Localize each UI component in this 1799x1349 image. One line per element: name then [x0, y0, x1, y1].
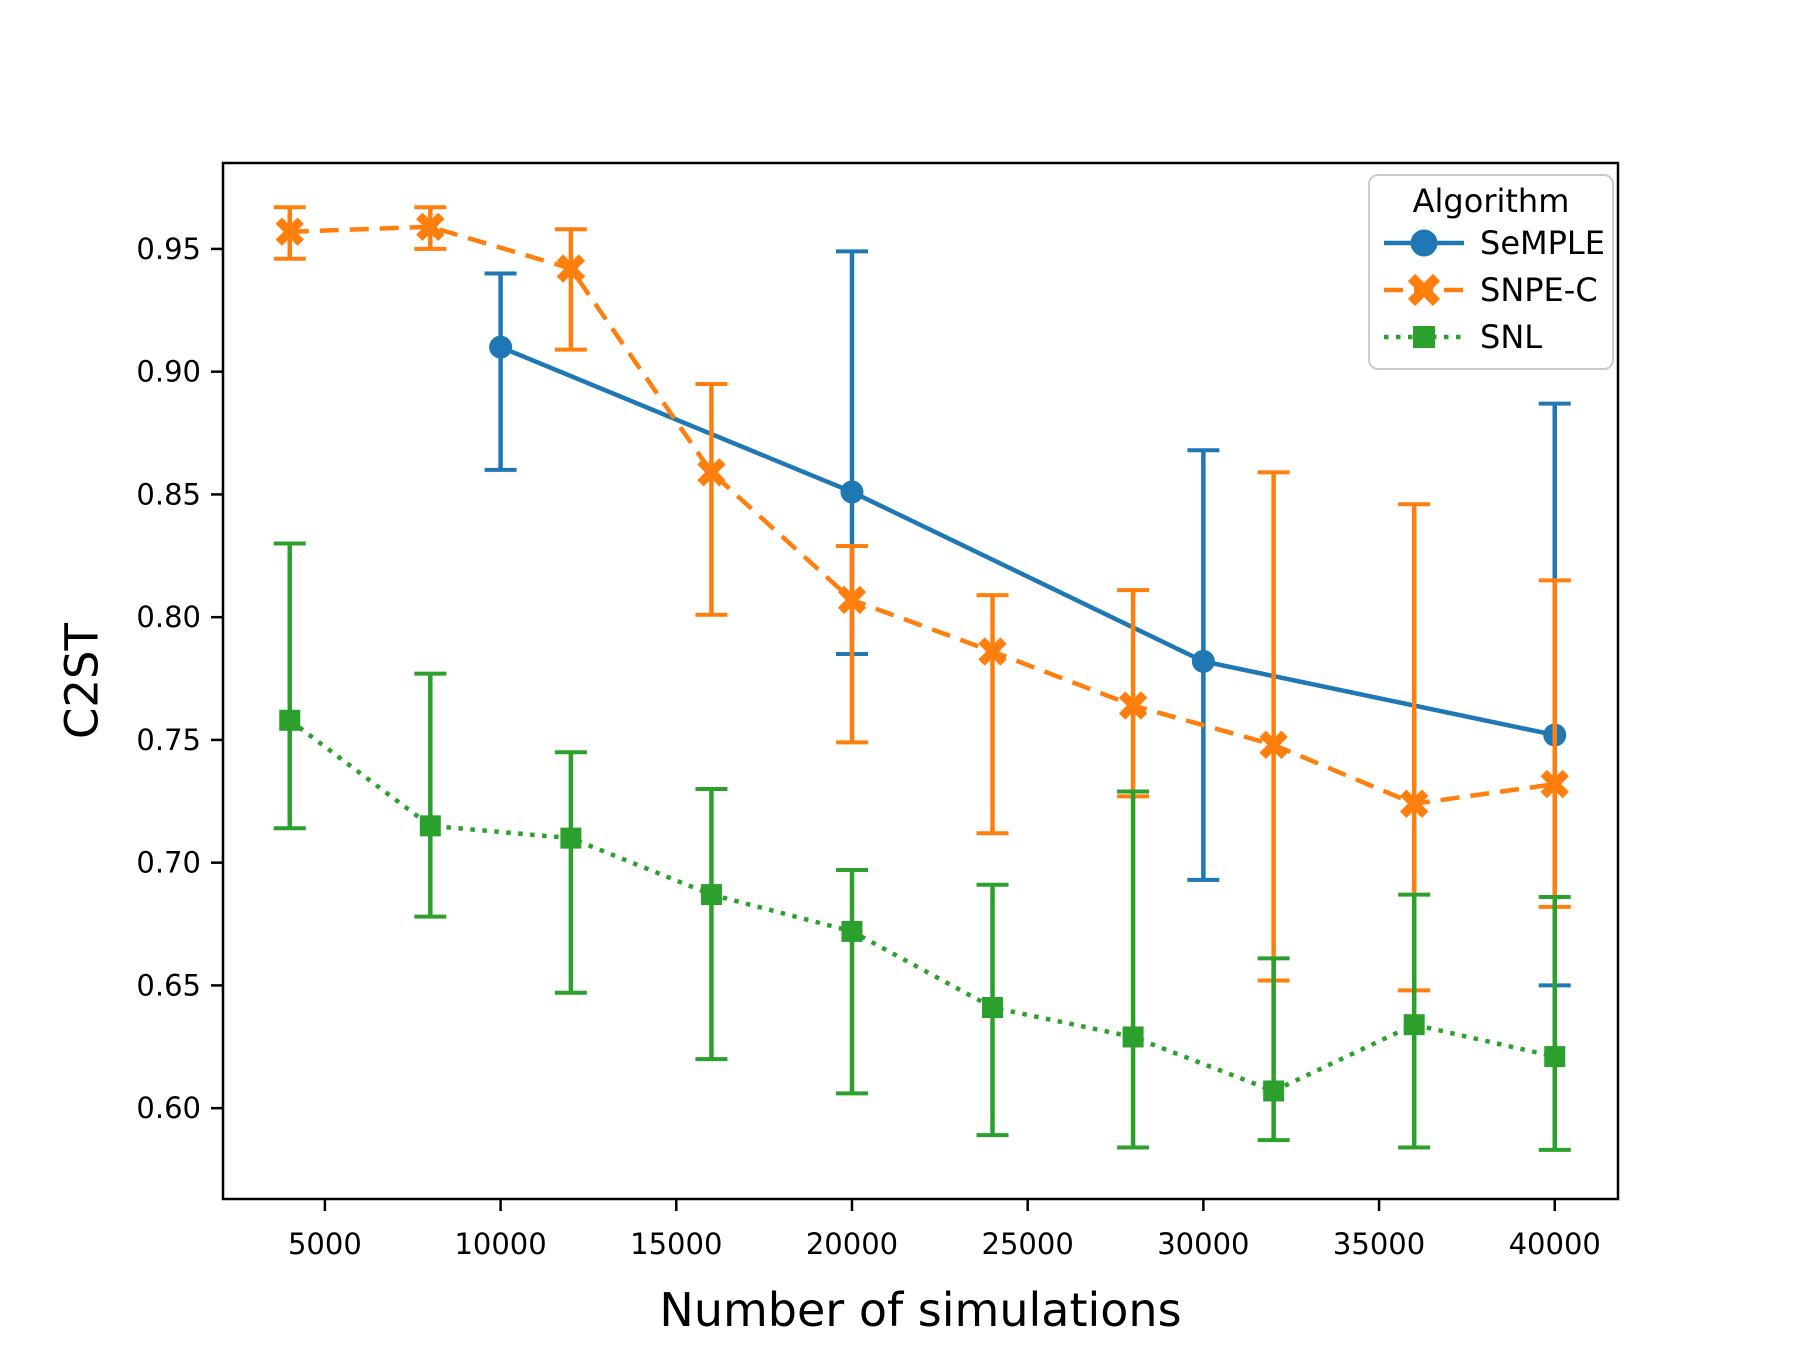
- data-point-marker: [1259, 730, 1288, 760]
- x-tick-label: 30000: [1157, 1227, 1249, 1261]
- x-tick-label: 20000: [806, 1227, 898, 1261]
- data-point-marker: [840, 480, 864, 504]
- data-point-marker: [1118, 691, 1148, 720]
- series-snpe-c: [273, 205, 1571, 993]
- x-tick-label: 40000: [1509, 1227, 1601, 1261]
- data-point-marker: [978, 637, 1007, 666]
- x-tick-label: 35000: [1333, 1227, 1425, 1261]
- legend-label-semple: SeMPLE: [1480, 224, 1605, 263]
- legend-marker-semple-icon: [1384, 229, 1464, 257]
- y-tick-label: 0.90: [136, 355, 201, 389]
- series-snl: [273, 541, 1571, 1152]
- y-tick-label: 0.70: [136, 846, 201, 880]
- data-point-marker: [1122, 1026, 1144, 1048]
- plot-border: [221, 161, 1620, 1201]
- data-point-marker: [275, 217, 304, 246]
- y-tick-label: 0.85: [136, 477, 201, 511]
- legend-label-snpe-c: SNPE-C: [1480, 271, 1598, 309]
- legend-item-snl: SNL: [1382, 313, 1600, 360]
- data-point-marker: [697, 458, 726, 487]
- y-tick-label: 0.80: [136, 600, 201, 634]
- data-point-marker: [1407, 273, 1441, 307]
- series-line: [288, 718, 1556, 1094]
- data-point-marker: [1410, 229, 1438, 257]
- series-line: [499, 345, 1556, 738]
- legend-item-snpe-c: SNPE-C: [1382, 267, 1600, 314]
- data-point-marker: [1413, 325, 1435, 348]
- series-line: [289, 224, 1556, 807]
- x-axis: 5000 10000 15000 20000 25000 30000 35000 40000: [288, 1199, 1601, 1261]
- y-axis-label: C2ST: [55, 622, 109, 740]
- data-point-marker: [556, 254, 586, 283]
- data-point-marker: [841, 920, 863, 942]
- legend-item-semple: SeMPLE: [1382, 220, 1605, 267]
- legend-marker-snpe-c-icon: [1384, 273, 1464, 307]
- y-tick-label: 0.95: [136, 232, 201, 266]
- data-point-marker: [560, 827, 582, 849]
- x-tick-label: 25000: [982, 1227, 1074, 1261]
- data-point-marker: [700, 884, 722, 906]
- data-point-marker: [279, 709, 301, 731]
- data-point-marker: [1400, 789, 1429, 818]
- data-point-marker: [837, 585, 867, 615]
- y-axis: 0.60 0.65 0.70 0.75 0.80 0.85 0.90 0.95: [136, 232, 223, 1125]
- data-point-marker: [1403, 1014, 1425, 1036]
- x-tick-label: 5000: [288, 1227, 362, 1261]
- data-point-marker: [489, 335, 513, 359]
- y-tick-label: 0.60: [136, 1091, 201, 1125]
- x-tick-label: 10000: [454, 1227, 546, 1261]
- y-tick-label: 0.65: [136, 968, 201, 1002]
- data-point-marker: [982, 997, 1004, 1019]
- x-tick-label: 15000: [630, 1227, 722, 1261]
- x-axis-label: Number of simulations: [659, 1283, 1182, 1337]
- data-point-marker: [419, 815, 441, 837]
- legend-marker-snl-icon: [1384, 325, 1464, 348]
- legend-label-snl: SNL: [1480, 317, 1543, 356]
- data-point-marker: [416, 212, 445, 242]
- data-point-marker: [1544, 1046, 1566, 1068]
- y-tick-label: 0.75: [136, 723, 201, 757]
- legend: Algorithm SeMPLE SNPE-C SNL: [1368, 174, 1614, 370]
- legend-title: Algorithm: [1412, 182, 1570, 220]
- data-point-marker: [1191, 649, 1215, 673]
- data-point-marker: [1263, 1080, 1285, 1102]
- data-point-marker: [1540, 769, 1569, 799]
